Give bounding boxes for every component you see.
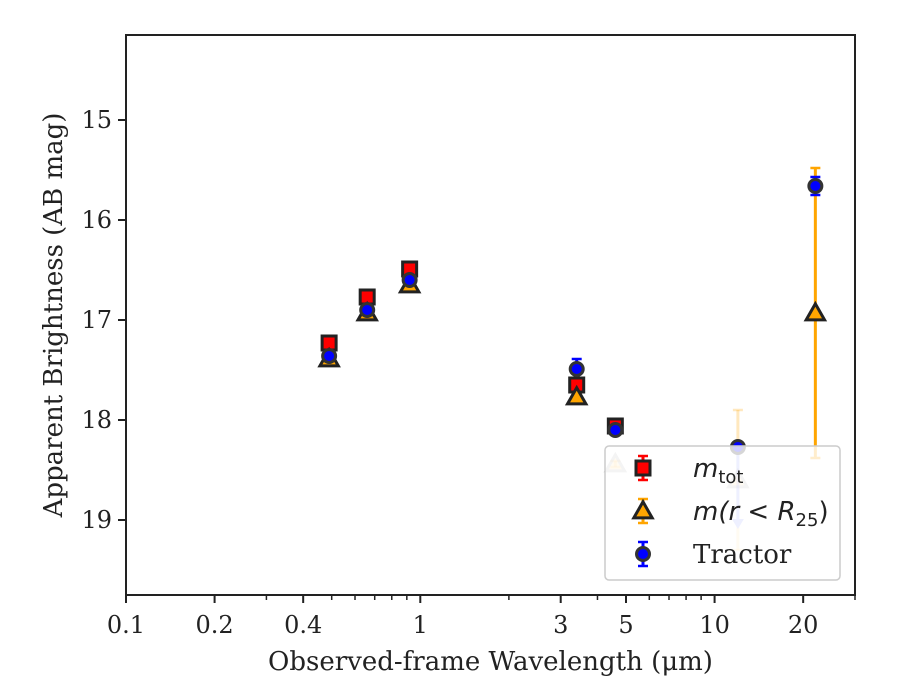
y-tick-label: 18 xyxy=(81,406,112,434)
plot-frame xyxy=(125,34,856,596)
x-tick-label: 0.1 xyxy=(107,611,145,639)
x-tick-label: 0.2 xyxy=(196,611,234,639)
data-point-triangle xyxy=(803,300,828,322)
legend-marker-triangle xyxy=(631,498,655,520)
legend: mtot m(r < R25) Tractor xyxy=(604,445,841,581)
legend-marker-square xyxy=(634,459,652,477)
x-tick-label: 3 xyxy=(553,611,568,639)
x-axis-label: Observed-frame Wavelength (μm) xyxy=(268,647,713,677)
y-tick-label: 16 xyxy=(81,206,112,234)
y-axis-ticks: 15 16 17 18 19 xyxy=(81,106,126,534)
data-point-circle xyxy=(807,178,824,194)
x-tick-label: 20 xyxy=(788,611,819,639)
data-point-triangle xyxy=(564,384,589,406)
y-tick-label: 17 xyxy=(81,306,112,334)
x-axis-ticks: 0.1 0.2 0.4 1 3 5 10 20 xyxy=(107,595,856,639)
x-tick-label: 10 xyxy=(699,611,730,639)
data-point-circle xyxy=(359,302,376,318)
data-point-circle xyxy=(321,348,338,364)
x-tick-label: 5 xyxy=(618,611,633,639)
y-tick-label: 15 xyxy=(81,106,112,134)
y-axis-label: Apparent Brightness (AB mag) xyxy=(39,113,69,519)
data-point-circle xyxy=(401,272,418,288)
legend-box xyxy=(604,445,841,581)
data-point-circle xyxy=(607,422,624,438)
legend-label: mtot xyxy=(693,454,743,488)
x-tick-label: 0.4 xyxy=(284,611,322,639)
legend-label: m(r < R25) xyxy=(693,497,829,531)
legend-label: Tractor xyxy=(693,540,792,570)
y-tick-label: 19 xyxy=(81,506,112,534)
legend-marker-circle xyxy=(635,546,651,562)
x-tick-label: 1 xyxy=(413,611,428,639)
data-point-circle xyxy=(568,361,585,377)
